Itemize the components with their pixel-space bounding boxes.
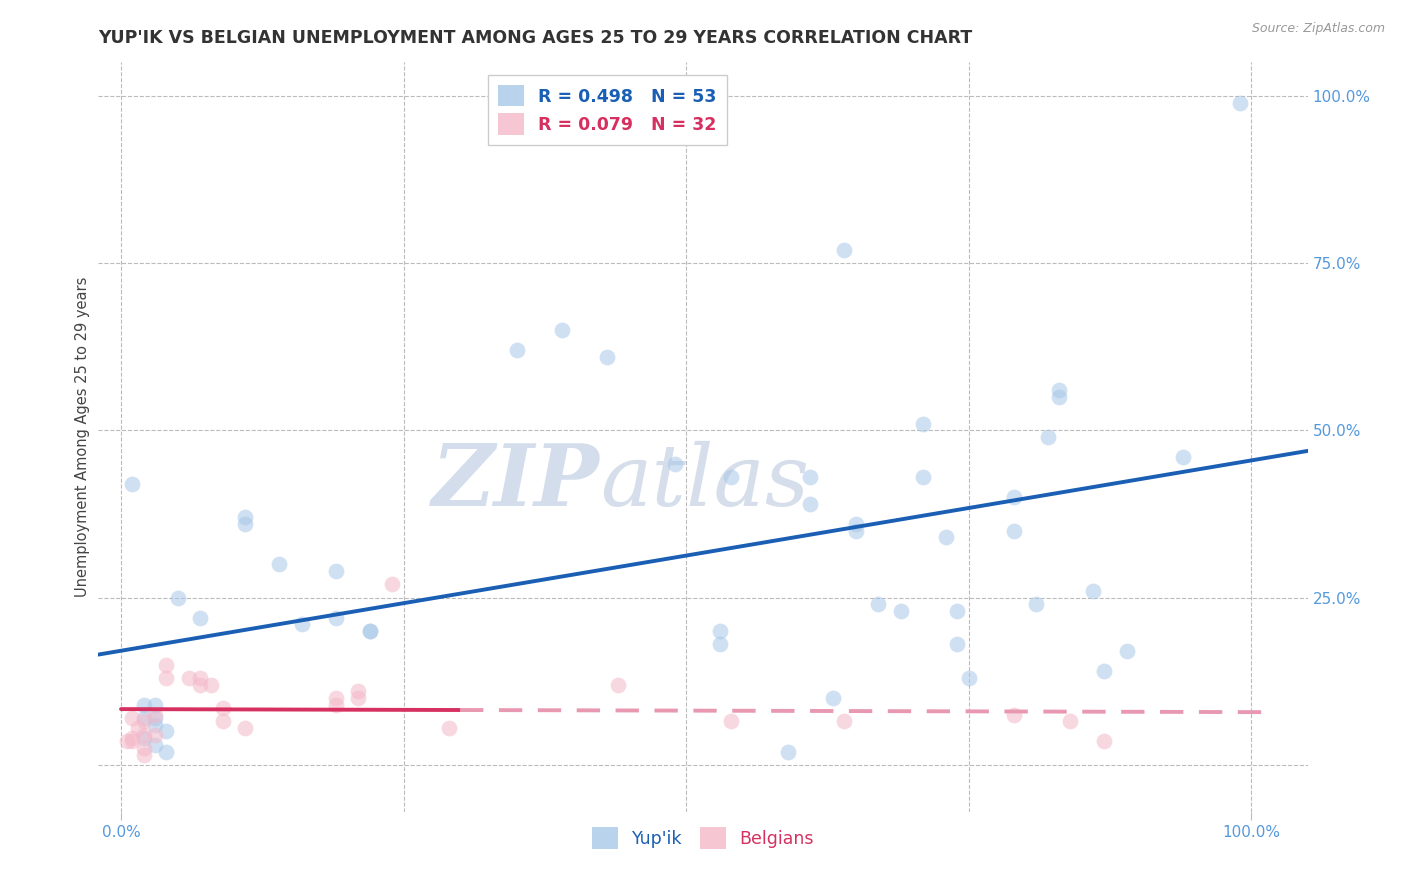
- Point: [505, 343, 527, 358]
- Point: [155, 657, 177, 672]
- Point: [437, 721, 460, 735]
- Point: [347, 690, 370, 705]
- Point: [132, 741, 155, 756]
- Point: [325, 611, 347, 625]
- Point: [188, 678, 211, 692]
- Point: [233, 510, 256, 524]
- Point: [143, 711, 166, 725]
- Point: [1059, 714, 1081, 729]
- Point: [1025, 598, 1047, 612]
- Point: [143, 707, 166, 722]
- Point: [821, 690, 844, 705]
- Point: [132, 747, 155, 762]
- Point: [325, 698, 347, 712]
- Point: [132, 714, 155, 729]
- Y-axis label: Unemployment Among Ages 25 to 29 years: Unemployment Among Ages 25 to 29 years: [75, 277, 90, 598]
- Point: [776, 744, 799, 758]
- Point: [211, 714, 233, 729]
- Point: [233, 517, 256, 532]
- Point: [132, 711, 155, 725]
- Point: [890, 604, 912, 618]
- Point: [799, 470, 821, 484]
- Point: [946, 604, 969, 618]
- Point: [325, 690, 347, 705]
- Point: [132, 728, 155, 742]
- Point: [143, 738, 166, 752]
- Point: [1229, 95, 1251, 110]
- Point: [664, 457, 686, 471]
- Point: [121, 731, 143, 746]
- Point: [233, 721, 256, 735]
- Text: atlas: atlas: [600, 441, 810, 524]
- Point: [127, 721, 149, 735]
- Point: [1081, 584, 1104, 599]
- Point: [166, 591, 188, 605]
- Point: [325, 564, 347, 578]
- Point: [832, 243, 855, 257]
- Point: [143, 728, 166, 742]
- Point: [1002, 490, 1025, 504]
- Text: YUP'IK VS BELGIAN UNEMPLOYMENT AMONG AGES 25 TO 29 YEARS CORRELATION CHART: YUP'IK VS BELGIAN UNEMPLOYMENT AMONG AGE…: [98, 29, 973, 47]
- Point: [121, 477, 143, 491]
- Point: [155, 744, 177, 758]
- Point: [359, 624, 381, 639]
- Point: [143, 717, 166, 731]
- Point: [607, 678, 630, 692]
- Point: [799, 497, 821, 511]
- Point: [551, 323, 574, 337]
- Point: [1047, 390, 1070, 404]
- Point: [720, 714, 742, 729]
- Point: [132, 731, 155, 746]
- Point: [1036, 430, 1059, 444]
- Point: [347, 684, 370, 698]
- Point: [868, 598, 890, 612]
- Point: [132, 698, 155, 712]
- Point: [1173, 450, 1195, 464]
- Point: [1092, 734, 1115, 748]
- Legend: Yup'ik, Belgians: Yup'ik, Belgians: [585, 821, 821, 855]
- Point: [115, 734, 138, 748]
- Point: [188, 671, 211, 685]
- Point: [381, 577, 404, 591]
- Point: [946, 637, 969, 651]
- Point: [143, 698, 166, 712]
- Point: [121, 734, 143, 748]
- Point: [935, 530, 957, 544]
- Point: [709, 624, 731, 639]
- Point: [291, 617, 314, 632]
- Point: [832, 714, 855, 729]
- Point: [912, 417, 935, 431]
- Point: [1115, 644, 1137, 658]
- Point: [720, 470, 742, 484]
- Point: [155, 724, 177, 739]
- Point: [1092, 664, 1115, 679]
- Point: [155, 671, 177, 685]
- Point: [845, 517, 868, 532]
- Point: [709, 637, 731, 651]
- Point: [1002, 524, 1025, 538]
- Text: ZIP: ZIP: [433, 441, 600, 524]
- Point: [359, 624, 381, 639]
- Point: [121, 711, 143, 725]
- Text: Source: ZipAtlas.com: Source: ZipAtlas.com: [1251, 22, 1385, 36]
- Point: [211, 701, 233, 715]
- Point: [957, 671, 980, 685]
- Point: [200, 678, 222, 692]
- Point: [596, 350, 619, 364]
- Point: [912, 470, 935, 484]
- Point: [1002, 707, 1025, 722]
- Point: [177, 671, 200, 685]
- Point: [188, 611, 211, 625]
- Point: [845, 524, 868, 538]
- Point: [269, 557, 291, 572]
- Point: [1047, 384, 1070, 398]
